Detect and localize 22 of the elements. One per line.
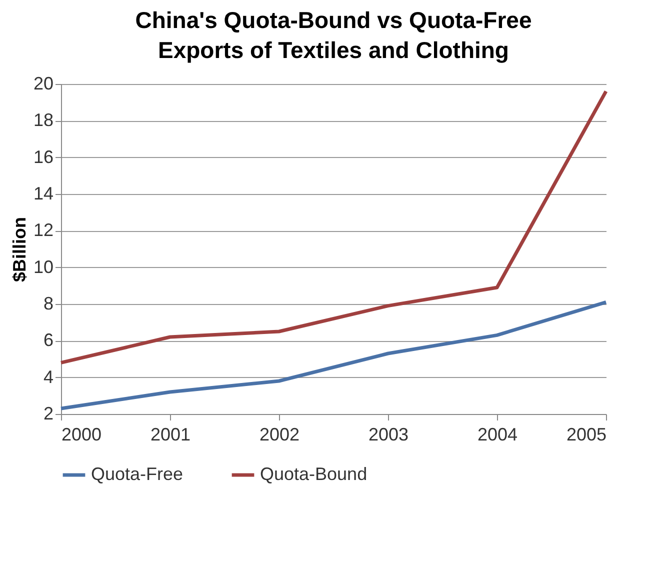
y-tick-label: 16 [33,146,54,167]
legend-label: Quota-Free [91,464,184,484]
y-tick-label: 4 [43,366,54,387]
x-tick-label: 2003 [368,424,409,444]
y-axis-title: $Billion [9,216,30,282]
x-tick-label: 2001 [150,424,191,444]
x-tick-label: 2004 [477,424,518,444]
y-tick-label: 6 [43,330,54,350]
y-tick-label: 14 [33,184,54,204]
line-series [59,300,608,410]
chart-title: China's Quota-Bound vs Quota-Free Exports of Textiles and Clothing [135,7,532,63]
y-tick-label: 12 [33,220,54,240]
y-tick-label: 10 [33,256,54,277]
line-series [59,90,608,364]
y-tick-label: 8 [43,294,54,314]
x-tick-label: 2002 [259,424,300,444]
x-tick-label: 2000 [62,424,102,444]
y-tick-label: 18 [33,110,54,130]
y-tick-label: 2 [43,404,54,424]
y-tick-label: 20 [33,74,54,94]
x-tick-label: 2005 [566,424,606,444]
legend-label: Quota-Bound [260,464,368,484]
